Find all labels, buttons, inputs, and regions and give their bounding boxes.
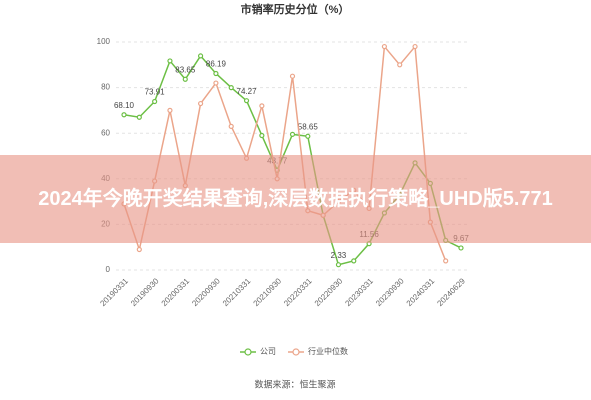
x-tick-label: 20230930 [374,276,406,308]
source: 数据来源：恒生聚源 [254,378,335,389]
x-tick-label: 20190930 [129,276,161,308]
point [228,123,234,129]
x-tick-label: 20200331 [160,276,192,308]
point [121,112,127,118]
x-tick-label: 20210930 [252,276,284,308]
legend-label: 公司 [260,347,276,356]
point [351,258,357,264]
point [167,58,173,64]
data-label: 73.91 [145,88,166,97]
legend-label: 行业中位数 [308,346,348,356]
point [458,245,464,251]
x-tick-label: 20240629 [435,276,467,308]
point [259,132,265,139]
y-tick-label: 100 [97,37,111,46]
point [259,103,265,109]
point [289,73,296,79]
point [289,131,296,137]
point [197,53,204,59]
y-tick-label: 80 [101,83,110,92]
point [412,43,418,50]
point [136,246,142,253]
point [167,107,173,114]
x-tick-label: 20190331 [98,276,130,308]
point [443,258,449,264]
point [182,76,188,82]
data-label: 83.65 [175,65,196,74]
point [305,133,311,139]
point [335,262,342,268]
x-tick-label: 20200930 [190,276,222,308]
point [381,43,388,50]
x-tick-label: 20220930 [313,276,345,308]
data-label: 58.65 [298,122,319,131]
data-label: 74.27 [237,87,258,96]
point [397,62,403,68]
point [136,114,142,120]
point [197,100,204,107]
y-tick-label: 60 [101,128,110,137]
data-label: 68.10 [114,101,135,110]
x-tick-label: 20210331 [221,276,253,308]
point [243,98,250,104]
legend-marker [244,348,252,356]
legend-marker [292,348,300,356]
point [213,80,219,86]
series-line [123,44,447,262]
chart-title: 市销率历史分位（%） [241,2,350,16]
banner: 2024年今晚开奖结果查询,深层数据执行策略_UHD版5.771 [0,155,591,243]
data-label: 2.33 [331,251,347,260]
data-label: 86.19 [206,60,227,69]
point [228,84,234,91]
point [213,70,219,77]
x-tick-label: 20220331 [282,276,314,308]
x-tick-label: 20240331 [405,276,437,308]
x-tick-label: 20230331 [343,276,375,308]
y-tick-label: 0 [106,265,111,274]
point [152,98,158,105]
